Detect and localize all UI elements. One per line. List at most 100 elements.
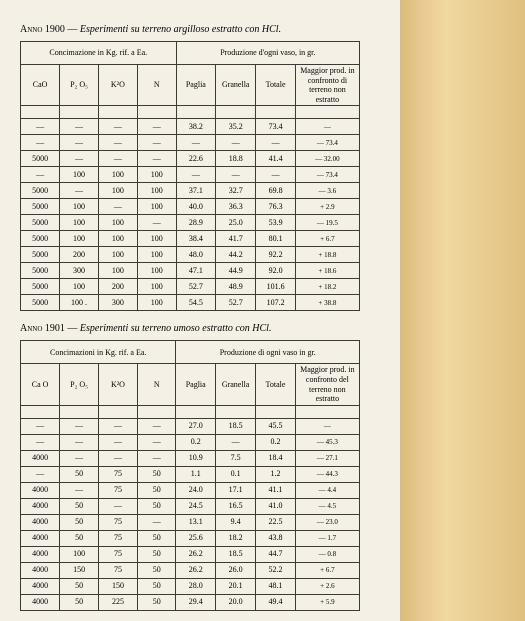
table-row: ————0.2—0.2— 45.3: [21, 434, 360, 450]
spacer-cell: [98, 405, 137, 418]
table-cell: 38.2: [176, 119, 216, 135]
table-cell: —: [137, 450, 175, 466]
spacer-cell: [21, 106, 60, 119]
spacer-cell: [295, 106, 359, 119]
table-cell: —: [21, 167, 60, 183]
table-cell: 4000: [21, 546, 60, 562]
table-cell: 100: [98, 183, 137, 199]
col-paglia: Paglia: [176, 65, 216, 106]
table-cell: 44.7: [256, 546, 296, 562]
spacer-cell: [137, 106, 176, 119]
table-cell: —: [176, 167, 216, 183]
table-cell: 50: [137, 498, 175, 514]
table-cell: 50: [60, 498, 99, 514]
table-cell: 200: [98, 279, 137, 295]
table-cell: 41.4: [256, 151, 296, 167]
col-cao: Ca O: [21, 364, 60, 405]
table-cell: 75: [98, 482, 137, 498]
table-cell: 100: [137, 263, 176, 279]
table-cell: —: [256, 135, 296, 151]
col-totale: Totale: [256, 364, 296, 405]
table-cell: 1.2: [256, 466, 296, 482]
table-cell: 100: [137, 183, 176, 199]
col-paglia: Paglia: [176, 364, 216, 405]
table-cell: —: [137, 434, 175, 450]
table-cell: 50: [60, 466, 99, 482]
table-cell: —: [21, 466, 60, 482]
table-cell: 37.1: [176, 183, 216, 199]
table-cell: 100: [98, 263, 137, 279]
table-cell: 40.0: [176, 199, 216, 215]
table-cell: 18.4: [256, 450, 296, 466]
col-maggior: Maggior prod. in confronto del terreno n…: [295, 364, 359, 405]
table-cell: —: [60, 418, 99, 434]
table-row: 400050—5024.516.541.0— 4.5: [21, 498, 360, 514]
table2-subheader: Ca O P₂ O₅ K²O N Paglia Granella Totale …: [21, 364, 360, 405]
table-cell: 100: [137, 167, 176, 183]
table-cell: 52.2: [256, 562, 296, 578]
title-italic: Esperimenti su terreno umoso estratto co…: [80, 323, 272, 334]
table-cell: 16.5: [215, 498, 255, 514]
table-cell: 150: [60, 562, 99, 578]
col-maggior: Maggior prod. in confronto di terreno no…: [295, 65, 359, 106]
table-cell: —: [137, 418, 175, 434]
table-cell: 100: [60, 279, 99, 295]
table-cell: 75: [98, 546, 137, 562]
table-cell: 50: [137, 594, 175, 610]
table-cell: —: [60, 482, 99, 498]
table-cell: 50: [137, 578, 175, 594]
table-cell: — 44.3: [295, 466, 359, 482]
table-cell: —: [137, 119, 176, 135]
table-cell: 50: [137, 482, 175, 498]
table1-subheader: CaO P₂ O₅ K²O N Paglia Granella Totale M…: [21, 65, 360, 106]
table-cell: —: [295, 418, 359, 434]
table-cell: —: [176, 135, 216, 151]
table-cell: 48.1: [256, 578, 296, 594]
table-cell: 10.9: [176, 450, 216, 466]
table-cell: —: [98, 418, 137, 434]
table-row: ————38.235.273.4—: [21, 119, 360, 135]
table-cell: 100: [98, 215, 137, 231]
table-row: 400050755025.618.243.8— 1.7: [21, 530, 360, 546]
table-cell: 50: [60, 578, 99, 594]
table-cell: + 6.7: [295, 562, 359, 578]
table-row: 5000100—10040.036.376.3+ 2.9: [21, 199, 360, 215]
table-cell: — 73.4: [295, 167, 359, 183]
table-cell: 4000: [21, 450, 60, 466]
table-row: 5000100100—28.925.053.9— 19.5: [21, 215, 360, 231]
col-n: N: [137, 65, 176, 106]
table-row: 5000—10010037.132.769.8— 3.6: [21, 183, 360, 199]
table-cell: 225: [98, 594, 137, 610]
table-cell: 100: [60, 215, 99, 231]
table-cell: 5000: [21, 183, 60, 199]
table-cell: + 2.9: [295, 199, 359, 215]
table-cell: —: [216, 135, 256, 151]
table-cell: —: [60, 119, 99, 135]
table1-header-group: Concimazione in Kg. rif. a Ea. Produzion…: [21, 42, 360, 65]
spacer-row: [21, 405, 360, 418]
table-cell: 7.5: [215, 450, 255, 466]
col-k2o: K²O: [98, 364, 137, 405]
table-cell: 100: [98, 167, 137, 183]
table-cell: 75: [98, 466, 137, 482]
header-left: Concimazioni in Kg. rif. a Ea.: [21, 341, 176, 364]
table-cell: 26.0: [215, 562, 255, 578]
table-cell: 4000: [21, 514, 60, 530]
table-cell: + 38.8: [295, 295, 359, 311]
table-cell: 0.1: [215, 466, 255, 482]
table-cell: 75: [98, 514, 137, 530]
table-cell: 36.3: [216, 199, 256, 215]
table-row: 4000———10.97.518.4— 27.1: [21, 450, 360, 466]
table-cell: 101.6: [256, 279, 296, 295]
spacer-cell: [176, 106, 216, 119]
table-cell: 18.5: [215, 546, 255, 562]
table-row: ———————— 73.4: [21, 135, 360, 151]
table-cell: 29.4: [176, 594, 216, 610]
table1-title: Anno 1900 — Esperimenti su terreno argil…: [20, 24, 390, 35]
table-cell: 54.5: [176, 295, 216, 311]
table-cell: 100: [60, 199, 99, 215]
table-cell: 43.8: [256, 530, 296, 546]
table-cell: —: [60, 151, 99, 167]
spacer-cell: [21, 405, 60, 418]
table-cell: 41.7: [216, 231, 256, 247]
